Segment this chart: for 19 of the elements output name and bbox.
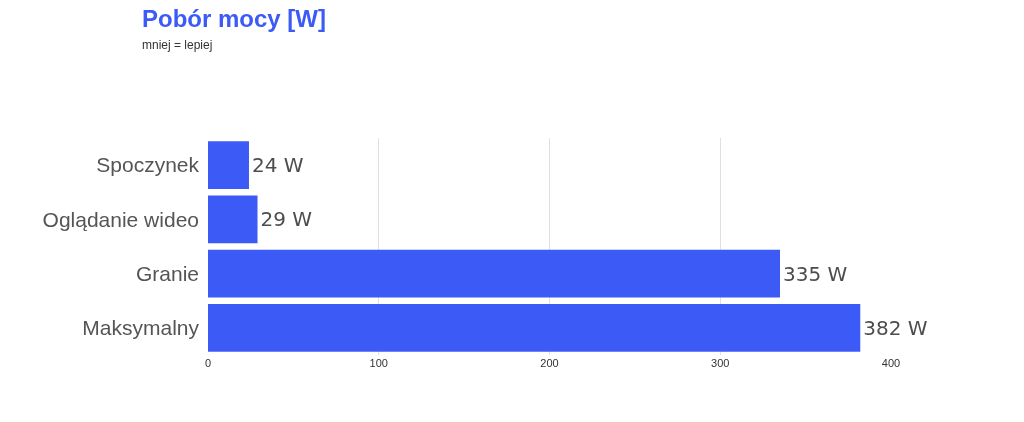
bar bbox=[208, 249, 781, 298]
bar bbox=[208, 195, 258, 244]
x-tick-label: 200 bbox=[540, 357, 559, 369]
x-tick-label: 400 bbox=[881, 357, 901, 369]
data-label: 24 W bbox=[251, 153, 304, 178]
x-tick-label: 100 bbox=[369, 357, 388, 369]
y-tick-label: Granie bbox=[135, 261, 199, 285]
x-tick-label: 300 bbox=[711, 357, 730, 369]
chart-title: Pobór mocy [W] bbox=[142, 5, 326, 32]
bar bbox=[208, 304, 861, 352]
bar bbox=[208, 141, 249, 189]
data-label: 382 W bbox=[863, 315, 928, 340]
data-label: 335 W bbox=[783, 261, 848, 286]
y-tick-label: Spoczynek bbox=[96, 153, 200, 177]
chart-subtitle: mniej = lepiej bbox=[142, 38, 213, 52]
y-tick-label: Oglądanie wideo bbox=[42, 207, 199, 231]
y-tick-label: Maksymalny bbox=[82, 316, 200, 340]
data-label: 29 W bbox=[260, 207, 313, 232]
x-tick-label: 0 bbox=[204, 357, 212, 369]
